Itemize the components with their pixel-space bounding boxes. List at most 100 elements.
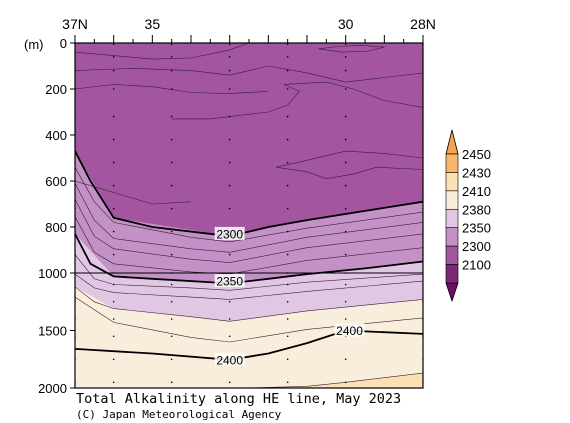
- station-marker-4-13: [286, 300, 289, 303]
- x-tick-label: 35: [145, 16, 161, 32]
- station-marker-1-14: [112, 318, 115, 320]
- station-marker-3-17: [228, 381, 231, 384]
- station-marker-3-0: [228, 43, 231, 45]
- station-marker-1-2: [112, 69, 115, 72]
- y-tick-label: 0: [60, 36, 67, 51]
- contour-label-bg: [334, 323, 365, 337]
- station-marker-1-13: [112, 300, 115, 303]
- y-tick-label: 400: [45, 128, 67, 143]
- station-marker-5-12: [344, 283, 347, 286]
- colorbar-label: 2350: [462, 221, 491, 236]
- station-marker-2-15: [170, 335, 173, 338]
- station-marker-3-14: [228, 318, 231, 320]
- region-fill-2410-2430: [249, 373, 423, 388]
- station-marker-3-2: [228, 69, 231, 72]
- colorbar-swatch: [445, 208, 459, 229]
- station-marker-5-0: [344, 43, 347, 45]
- station-marker-1-5: [112, 138, 115, 141]
- station-marker-5-6: [344, 161, 347, 164]
- minor-contour-7: [75, 296, 423, 343]
- station-marker-3-4: [228, 115, 231, 118]
- station-marker-1-17: [112, 381, 115, 384]
- station-marker-3-6: [228, 161, 231, 164]
- y-unit-label: (m): [24, 37, 44, 52]
- station-marker-4-9: [286, 230, 289, 233]
- minor-contour-6: [75, 286, 423, 322]
- station-marker-2-17: [170, 381, 173, 384]
- axes: 37N 35 30 28N 0 200 400 600 800 1000 1500 2000: [38, 16, 436, 396]
- station-marker-1-10: [112, 253, 115, 256]
- colorbar-swatch: [445, 190, 459, 210]
- station-marker-4-14: [286, 318, 289, 320]
- colorbar-label: 2380: [462, 202, 491, 217]
- station-marker-1-7: [112, 184, 115, 187]
- station-marker-1-15: [112, 335, 115, 338]
- chart-title: Total Alkalinity along HE line, May 2023: [76, 391, 401, 407]
- contour-label-bg: [214, 274, 245, 288]
- contour-label-bg: [214, 226, 245, 240]
- y-tick-label: 200: [45, 82, 67, 97]
- surface-contour-4: [171, 81, 423, 120]
- station-marker-5-2: [344, 69, 347, 72]
- station-marker-2-5: [170, 138, 173, 141]
- colorbar-label: 2100: [462, 258, 491, 273]
- station-marker-4-5: [286, 138, 289, 141]
- colorbar-label: 2450: [462, 147, 491, 162]
- surface-contour-0: [75, 43, 250, 60]
- surface-contour-1: [75, 65, 423, 83]
- colorbar-label: 2410: [462, 184, 491, 199]
- station-marker-4-4: [286, 115, 289, 118]
- colorbar-swatch: [445, 245, 459, 265]
- station-marker-5-4: [344, 115, 347, 118]
- minor-contour-3: [75, 216, 423, 275]
- y-tick-label: 1000: [38, 266, 67, 281]
- station-marker-2-2: [170, 69, 173, 72]
- surface-contour-3: [318, 44, 385, 53]
- station-marker-1-3: [112, 88, 115, 90]
- station-marker-1-4: [112, 115, 115, 118]
- contour-label: 2400: [216, 353, 243, 367]
- y-tick-label: 2000: [38, 381, 67, 396]
- station-marker-3-15: [228, 335, 231, 338]
- surface-contour-5: [276, 150, 423, 168]
- x-tick-label: 28N: [410, 16, 436, 32]
- station-marker-1-8: [112, 207, 115, 210]
- station-marker-4-16: [286, 358, 289, 361]
- station-marker-2-12: [170, 283, 173, 286]
- station-marker-2-4: [170, 115, 173, 118]
- station-marker-1-9: [112, 230, 115, 233]
- colorbar-label: 2300: [462, 239, 491, 254]
- station-marker-5-17: [344, 381, 347, 384]
- colorbar-swatch: [445, 172, 459, 192]
- station-marker-4-3: [286, 88, 289, 90]
- contour-label: 2400: [336, 324, 363, 338]
- surface-contour-6: [276, 166, 423, 180]
- minor-contour-2: [75, 199, 423, 263]
- station-marker-3-8: [228, 207, 231, 210]
- region-overlay-2100-2300: [75, 43, 423, 237]
- station-marker-1-6: [112, 161, 115, 164]
- contour-label: 2350: [216, 275, 243, 289]
- station-marker-5-7: [344, 184, 347, 187]
- station-marker-3-7: [228, 184, 231, 187]
- y-tick-label: 1500: [38, 324, 67, 339]
- colorbar-label: 2430: [462, 165, 491, 180]
- station-marker-4-15: [286, 335, 289, 338]
- station-marker-1-12: [112, 283, 115, 286]
- colorbar-under-arrow: [445, 282, 459, 303]
- station-marker-2-0: [170, 43, 173, 45]
- station-marker-5-3: [344, 88, 347, 90]
- station-marker-1-0: [112, 43, 115, 45]
- station-marker-3-3: [228, 88, 231, 90]
- station-marker-5-13: [344, 300, 347, 303]
- station-marker-2-6: [170, 161, 173, 164]
- x-tick-label: 30: [338, 16, 354, 32]
- station-marker-5-9: [344, 230, 347, 233]
- contour-fills: [75, 43, 423, 388]
- station-marker-5-8: [344, 207, 347, 210]
- station-marker-2-16: [170, 358, 173, 361]
- contour-labels: 2300 2350 2400 2400: [214, 226, 365, 367]
- station-marker-2-8: [170, 207, 173, 210]
- station-marker-3-10: [228, 253, 231, 256]
